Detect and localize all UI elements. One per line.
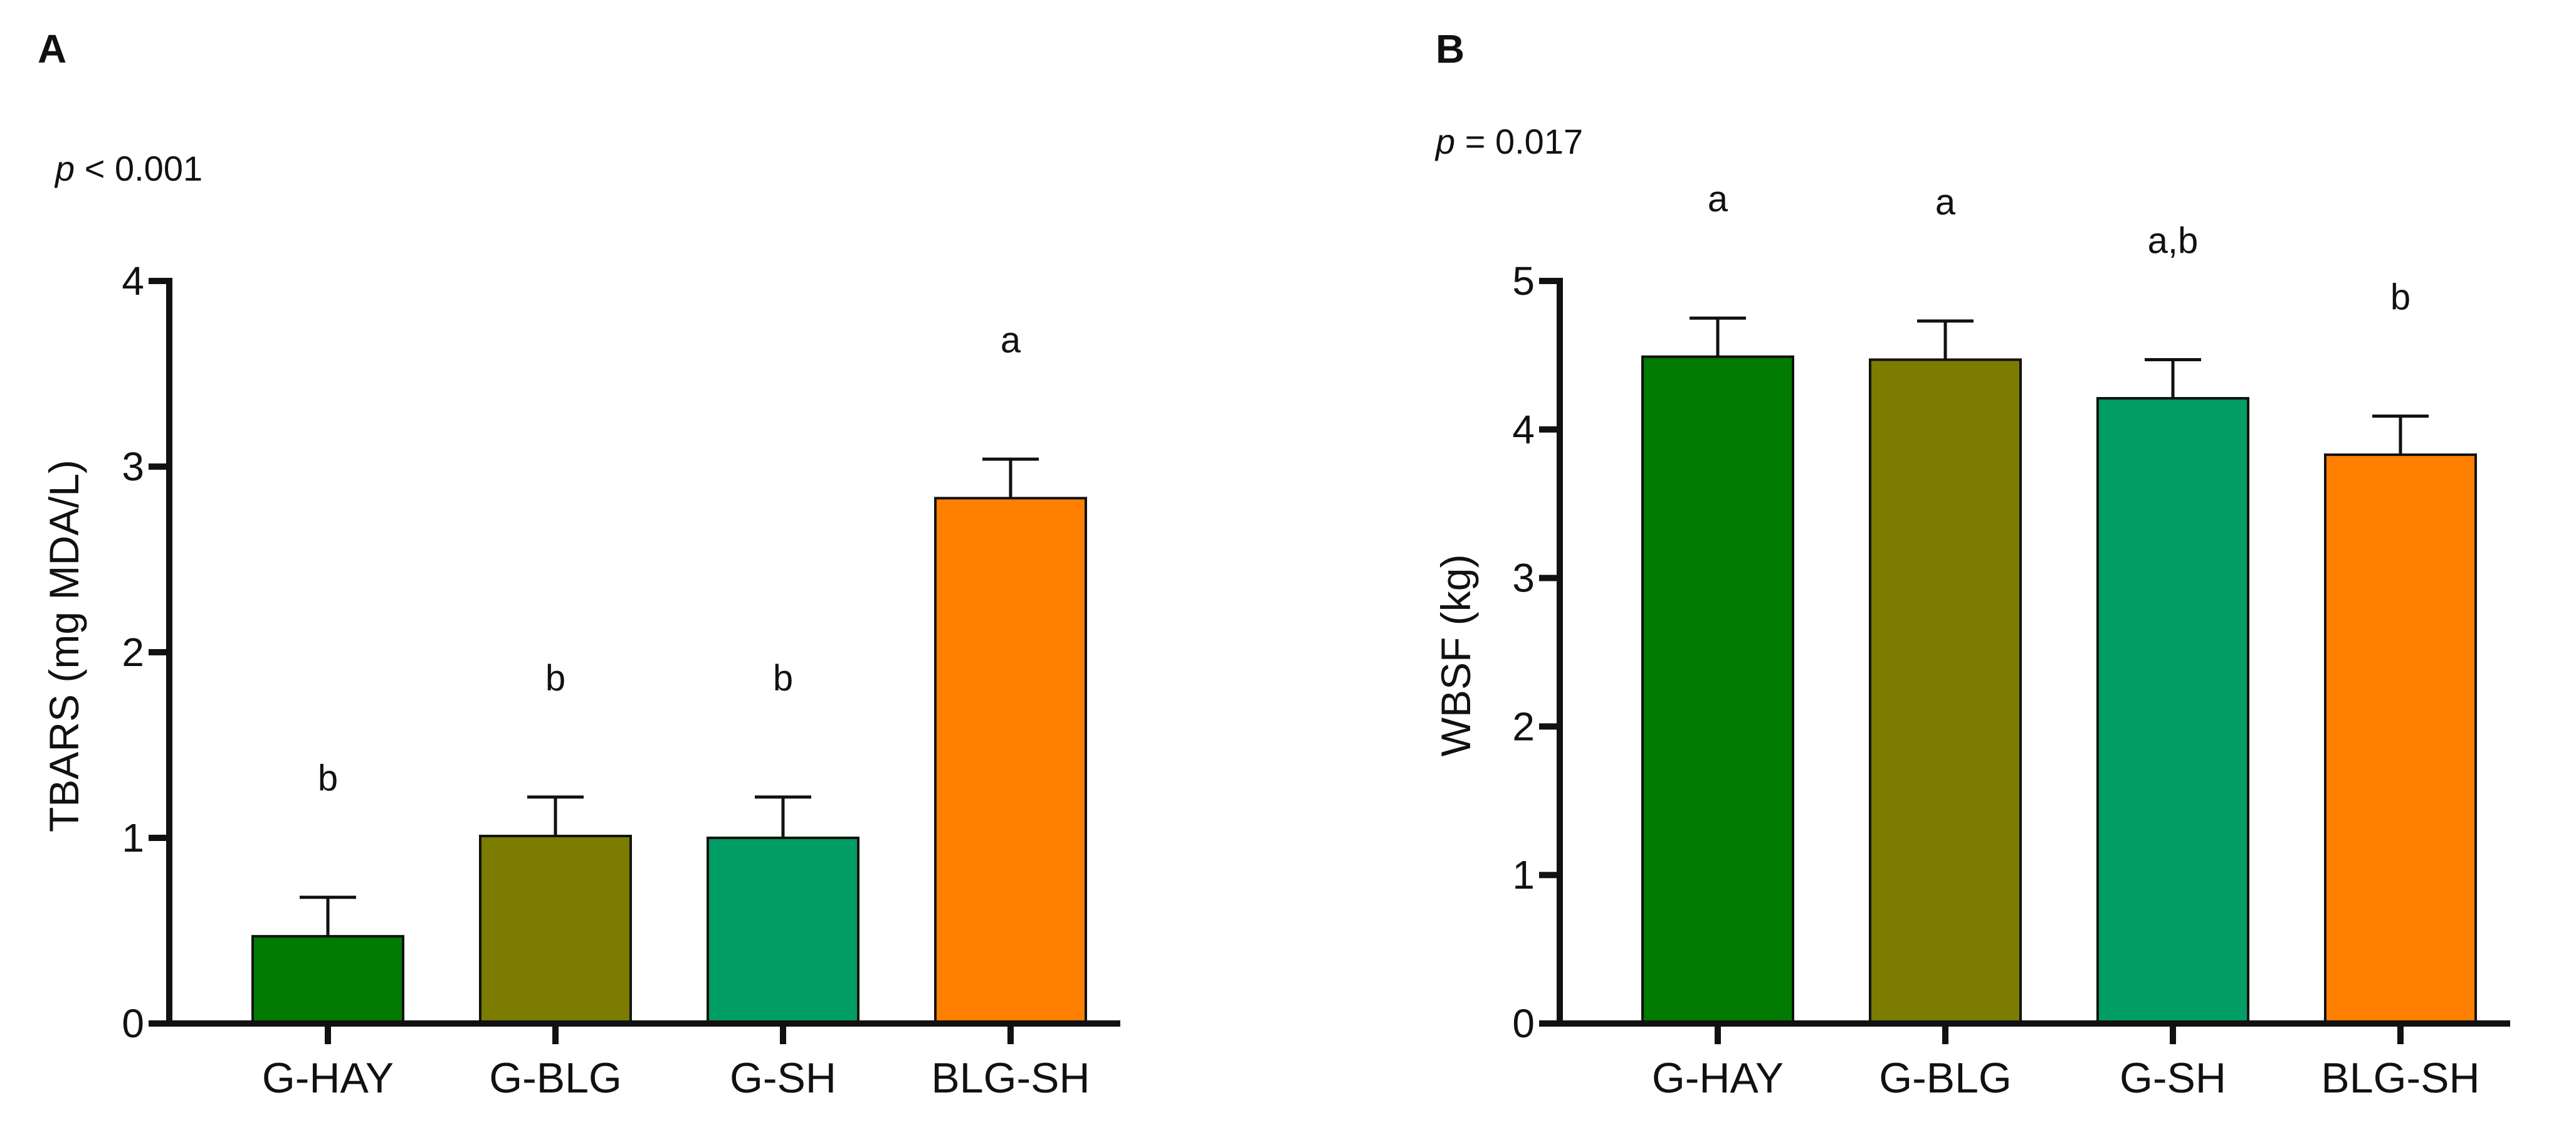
panel-a-error-bar-3 (755, 795, 811, 838)
panel-b-bar-4 (2324, 453, 2477, 1025)
panel-b-significance-label-2: a (1935, 182, 1956, 223)
panel-b-significance-label-1: a (1708, 179, 1728, 220)
panel-a-p-value: p < 0.001 (54, 149, 202, 188)
panel-a-bar-3 (707, 837, 860, 1025)
panel-b-bar-3 (2096, 397, 2249, 1025)
panel-b-significance-label-3: a,b (2148, 221, 2199, 262)
panel-a-letter: A (38, 26, 66, 71)
panel-b-x-tick-label-1: G-HAY (1652, 1054, 1784, 1102)
panel-a-significance-label-2: b (545, 658, 565, 699)
panel-b-error-bar-1 (1690, 316, 1746, 357)
panel-a: A p < 0.001 TBARS (mg MDA/L) b b b a 0 1 2 3 4 G-… (38, 26, 1120, 1102)
panel-b-x-tick-label-3: G-SH (2120, 1054, 2226, 1102)
panel-b-y-tick-label: 4 (1512, 407, 1535, 452)
panel-a-significance-label-4: a (1001, 320, 1021, 361)
panel-a-bar-2 (479, 835, 632, 1025)
panel-a-error-bar-2 (527, 795, 584, 837)
panel-a-y-tick-label: 1 (122, 815, 144, 860)
panel-b-error-bar-4 (2372, 414, 2429, 455)
panel-a-x-tick-label-2: G-BLG (489, 1054, 622, 1102)
panel-b-error-bar-2 (1917, 319, 1974, 360)
panel-b-x-tick-label-4: BLG-SH (2321, 1054, 2479, 1102)
panel-b-y-tick-label: 5 (1512, 258, 1535, 304)
panel-a-y-tick-label: 2 (122, 630, 144, 675)
panel-b-y-tick-label: 1 (1512, 852, 1535, 897)
panel-b-significance-label-4: b (2390, 277, 2410, 317)
panel-a-plot-area: b b b a 0 1 2 3 4 G-HAY G-BLG G-SH BLG-SH (122, 258, 1120, 1102)
panel-b-x-tick-label-2: G-BLG (1879, 1054, 2012, 1102)
panel-a-x-tick-label-4: BLG-SH (931, 1054, 1090, 1102)
panel-a-significance-label-1: b (318, 758, 338, 799)
panel-b-letter: B (1436, 26, 1464, 71)
panel-b-y-axis-label: WBSF (kg) (1433, 554, 1479, 757)
panel-b-bar-1 (1641, 355, 1794, 1025)
panel-a-y-tick-label: 4 (122, 258, 144, 304)
panel-a-y-tick-label: 0 (122, 1001, 144, 1046)
panel-b-y-tick-label: 3 (1512, 556, 1535, 601)
panel-b-bar-2 (1869, 358, 2022, 1025)
panel-b-y-tick-label: 2 (1512, 704, 1535, 749)
panel-a-bar-4 (934, 497, 1087, 1025)
panel-b: B p = 0.017 WBSF (kg) a a a,b b 0 1 2 3 4 5 G-HAY G… (1433, 26, 2510, 1102)
panel-a-error-bar-1 (300, 896, 356, 936)
panel-a-bar-1 (251, 934, 404, 1025)
panel-a-y-axis-label: TBARS (mg MDA/L) (41, 460, 87, 832)
panel-a-y-tick-label: 3 (122, 444, 144, 489)
panel-b-plot-area: a a a,b b 0 1 2 3 4 5 G-HAY G-BLG G-SH BLG-SH (1512, 179, 2510, 1102)
panel-a-significance-label-3: b (773, 658, 793, 699)
panel-b-y-tick-label: 0 (1512, 1001, 1535, 1046)
panel-a-error-bar-4 (982, 457, 1039, 499)
panel-b-error-bar-3 (2145, 358, 2201, 399)
panel-a-x-tick-label-3: G-SH (730, 1054, 836, 1102)
panel-b-p-value: p = 0.017 (1434, 122, 1583, 161)
panel-a-x-tick-label-1: G-HAY (262, 1054, 394, 1102)
